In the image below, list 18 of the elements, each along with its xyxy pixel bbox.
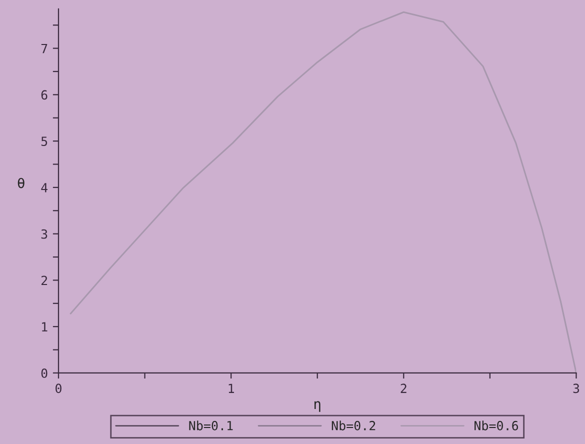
y-tick-label: 2 — [41, 276, 48, 285]
x-tick-label: 1 — [228, 384, 234, 393]
y-tick-label: 0 — [41, 368, 48, 378]
y-tick-label: 7 — [41, 44, 48, 54]
x-axis-title: η — [314, 401, 320, 412]
legend-label: Nb=0.2 — [332, 420, 376, 430]
y-tick-label: 3 — [41, 229, 48, 239]
x-tick-label: 2 — [400, 384, 406, 393]
x-tick-label: 3 — [573, 384, 580, 394]
y-tick-label: 4 — [41, 183, 48, 192]
y-axis-title: θ — [18, 178, 24, 188]
y-tick-label: 1 — [42, 322, 48, 332]
legend-label: Nb=0.1 — [189, 420, 233, 430]
y-tick-label: 6 — [41, 90, 48, 100]
legend-label: Nb=0.6 — [474, 420, 518, 430]
line-series — [70, 11, 576, 373]
y-tick-label: 5 — [41, 136, 48, 146]
x-tick-label: 0 — [56, 384, 62, 394]
